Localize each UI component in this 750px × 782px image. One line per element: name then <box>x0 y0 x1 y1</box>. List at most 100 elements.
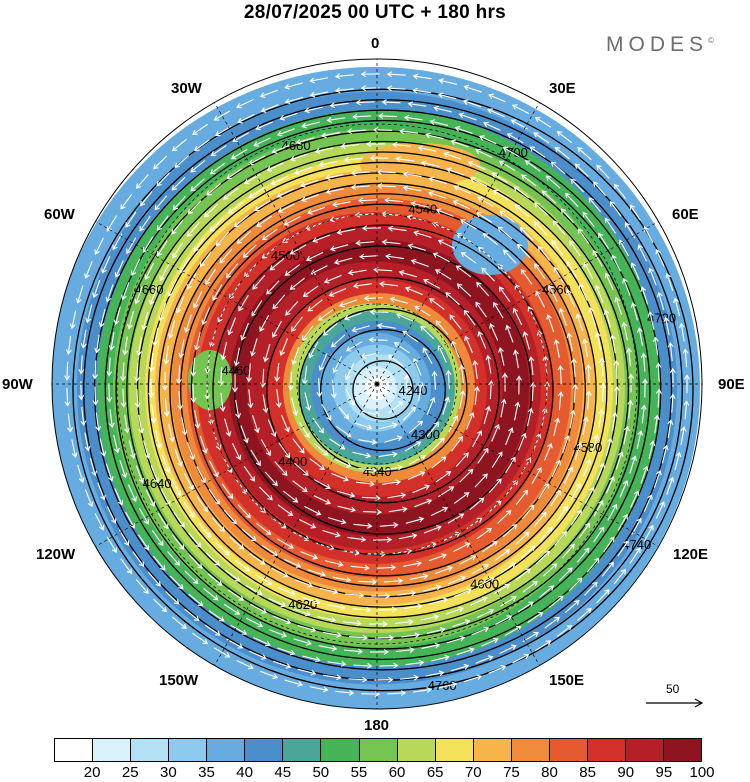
wind-arrowhead <box>379 281 385 288</box>
wind-arrowhead <box>120 402 127 408</box>
wind-arrowhead <box>441 553 447 559</box>
wind-arrow <box>350 565 369 569</box>
wind-arrow <box>451 341 460 359</box>
wind-arrowhead <box>402 330 409 337</box>
wind-arrowhead <box>160 565 166 571</box>
wind-arrowhead <box>637 430 644 436</box>
wind-arrow <box>551 460 561 478</box>
wind-arrow <box>641 405 645 424</box>
wind-arrowhead <box>514 401 521 408</box>
contour-label: 4760 <box>428 678 457 693</box>
wind-arrowhead <box>458 513 465 519</box>
wind-arrowhead <box>259 559 266 565</box>
height-contour <box>104 119 662 661</box>
height-contour <box>115 130 651 650</box>
wind-arrowhead <box>640 404 647 410</box>
wind-arrow <box>172 195 186 210</box>
wind-arrowhead <box>192 129 198 136</box>
wind-arrowhead <box>374 411 381 418</box>
height-contour <box>266 276 500 504</box>
wind-arrowhead <box>80 343 87 349</box>
wind-arrowhead <box>532 580 538 587</box>
wind-arrow <box>657 363 660 382</box>
wind-arrowhead <box>426 498 433 505</box>
wind-arrow <box>312 234 331 242</box>
wind-arrowhead <box>308 352 314 359</box>
wind-arrow <box>345 362 355 380</box>
wind-arrowhead <box>209 226 216 232</box>
wind-arrowhead <box>482 232 489 239</box>
wind-arrow <box>251 338 258 356</box>
wind-arrowhead <box>648 267 654 274</box>
wind-arrowhead <box>246 376 252 383</box>
wind-arrowhead <box>138 561 145 567</box>
wind-arrowhead <box>262 407 269 414</box>
wind-arrow <box>619 480 628 498</box>
wind-arrowhead <box>157 251 163 257</box>
wind-arrowhead <box>141 324 147 331</box>
wind-arrowhead <box>112 244 118 251</box>
wind-arrowhead <box>343 413 350 420</box>
wind-arrow <box>512 104 530 115</box>
wind-arrow <box>396 158 415 162</box>
wind-arrowhead <box>512 307 519 314</box>
wind-arrowhead <box>336 229 343 235</box>
wind-arrowhead <box>227 329 233 336</box>
wind-arrowhead <box>92 400 99 406</box>
wind-arrow <box>461 252 477 264</box>
wind-arrowhead <box>124 540 130 546</box>
wind-arrowhead <box>317 315 324 321</box>
wind-arrow <box>459 390 464 409</box>
wind-arrowhead <box>614 386 620 392</box>
wind-arrow <box>632 302 639 321</box>
wind-arrowhead <box>506 615 513 621</box>
wind-arrow <box>305 222 323 230</box>
wind-arrowhead <box>130 453 136 459</box>
wind-arrow <box>206 183 222 196</box>
wind-arrowhead <box>527 305 534 312</box>
wind-arrowhead <box>472 359 479 366</box>
wind-arrow <box>502 524 517 538</box>
wind-arrow <box>268 597 286 607</box>
wind-arrow <box>222 456 233 473</box>
wind-arrowhead <box>528 601 534 607</box>
wind-arrowhead <box>230 154 237 160</box>
wind-arrowhead <box>436 525 442 531</box>
wind-arrow <box>506 325 514 343</box>
wind-arrow <box>344 157 363 161</box>
wind-arrow <box>403 172 422 178</box>
wind-arrow <box>145 262 155 280</box>
wind-arrow <box>348 636 367 639</box>
wind-arrow <box>413 89 432 94</box>
wind-arrow <box>433 252 450 263</box>
wind-band <box>365 376 389 400</box>
wind-arrowhead <box>412 87 418 94</box>
wind-arrow <box>551 161 566 175</box>
wind-arrowhead <box>547 442 553 449</box>
wind-arrowhead <box>360 71 367 78</box>
wind-arrowhead <box>171 146 178 152</box>
wind-arrow <box>308 341 319 358</box>
wind-arrow <box>388 508 407 513</box>
wind-arrow <box>387 73 406 76</box>
wind-arrowhead <box>604 272 611 279</box>
wind-arrow <box>556 505 568 522</box>
wind-arrow <box>387 87 406 90</box>
wind-arrowhead <box>106 371 113 377</box>
wind-arrowhead <box>243 179 250 185</box>
wind-arrowhead <box>175 308 182 314</box>
wind-arrow <box>649 312 655 330</box>
wind-arrowhead <box>279 350 285 357</box>
wind-arrow <box>135 579 149 594</box>
wind-arrowhead <box>293 169 300 175</box>
wind-arrow <box>426 397 435 415</box>
wind-arrow <box>601 358 604 377</box>
wind-arrow <box>529 146 546 158</box>
wind-arrowhead <box>586 607 592 614</box>
wind-arrow <box>450 665 469 672</box>
wind-arrow <box>533 512 547 527</box>
wind-arrow <box>94 237 104 255</box>
wind-arrowhead <box>330 393 337 399</box>
wind-arrow <box>269 257 285 271</box>
wind-arrow <box>612 412 616 431</box>
